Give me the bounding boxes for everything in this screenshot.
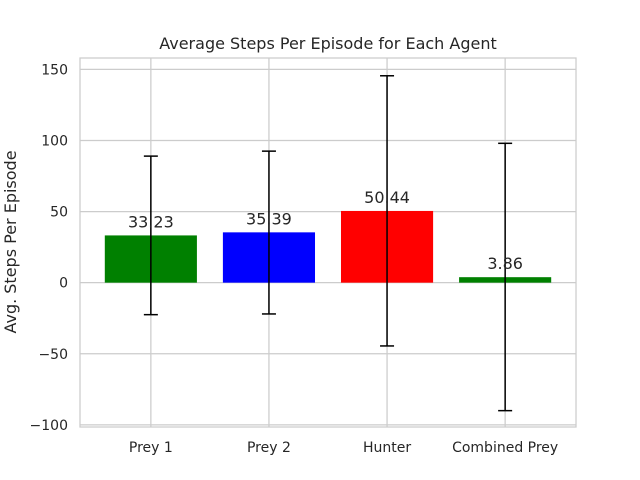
y-tick-label: 150 [41,62,68,78]
error-bars [143,75,513,412]
data-label: 33.23 [128,212,174,231]
x-tick-label: Prey 2 [247,440,291,456]
y-tick-labels: −100 −50 0 50 100 150 [30,62,68,433]
data-label: 3.86 [487,254,523,273]
x-tick-labels: Prey 1 Prey 2 Hunter Combined Prey [129,440,558,456]
x-tick-label: Prey 1 [129,440,173,456]
y-tick-label: 100 [41,133,68,149]
x-tick-label: Hunter [363,440,411,456]
plot-frame [79,57,577,428]
data-label: 50.44 [364,188,410,207]
y-tick-label: 50 [50,205,68,221]
x-tick-label: Combined Prey [452,440,558,456]
data-labels: 33.23 35.39 50.44 3.86 [128,188,523,273]
y-tick-label: 0 [59,276,68,292]
y-axis-label: Avg. Steps Per Episode [1,150,20,333]
y-tick-label: −100 [30,418,68,434]
data-label: 35.39 [246,209,292,228]
chart-title: Average Steps Per Episode for Each Agent [159,34,497,53]
y-tick-label: −50 [38,347,68,363]
